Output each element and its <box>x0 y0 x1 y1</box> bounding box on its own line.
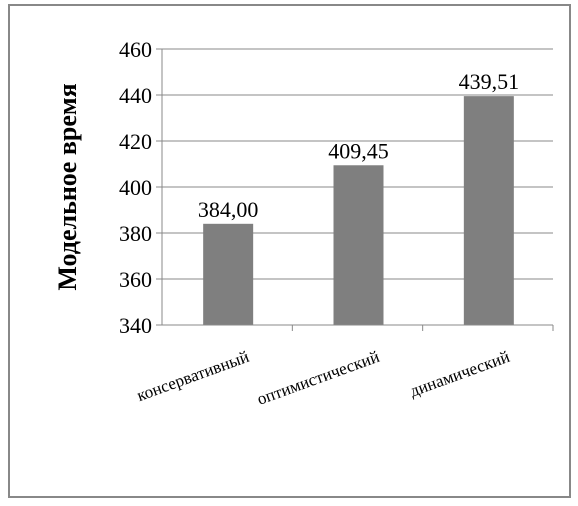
data-label-3: 439,51 <box>459 69 520 94</box>
y-tick-label-340: 340 <box>119 313 152 338</box>
y-tick-label-460: 460 <box>119 37 152 62</box>
data-label-2: 409,45 <box>328 138 389 163</box>
y-axis-title: Модельное время <box>53 83 82 290</box>
category-label-2: оптимистический <box>255 347 382 409</box>
labels: 340 360 380 400 420 440 460 384,00 консервативны… <box>119 37 519 409</box>
y-tick-label-420: 420 <box>119 129 152 154</box>
bar-2 <box>333 165 384 325</box>
bars <box>203 96 514 325</box>
y-tick-label-360: 360 <box>119 267 152 292</box>
y-tick-label-380: 380 <box>119 221 152 246</box>
category-label-1: консервативный <box>134 347 251 405</box>
category-label-3: динамический <box>407 347 512 401</box>
y-tick-label-400: 400 <box>119 175 152 200</box>
axes <box>156 48 554 331</box>
data-label-1: 384,00 <box>198 197 259 222</box>
y-tick-label-440: 440 <box>119 83 152 108</box>
bar-1 <box>203 223 254 325</box>
bar-3 <box>463 96 514 325</box>
